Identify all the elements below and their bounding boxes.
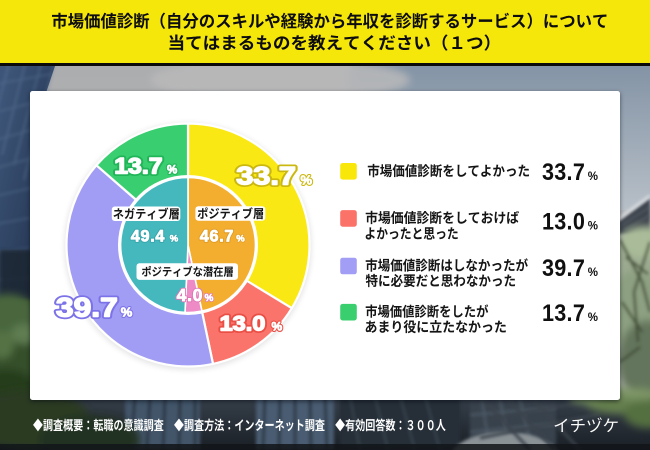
svg-text:%: %: [588, 312, 598, 324]
svg-text:%: %: [588, 171, 598, 183]
svg-text:13.7: 13.7: [542, 299, 585, 326]
svg-text:13.0: 13.0: [220, 312, 266, 336]
svg-text:%: %: [272, 320, 283, 334]
svg-text:13.0: 13.0: [542, 207, 585, 234]
svg-text:33.7: 33.7: [236, 162, 296, 190]
svg-text:46.7: 46.7: [200, 228, 234, 246]
svg-text:%: %: [170, 234, 179, 245]
svg-text:%: %: [121, 304, 133, 319]
svg-text:39.7: 39.7: [56, 294, 118, 323]
svg-text:49.4: 49.4: [131, 228, 165, 246]
svg-text:%: %: [205, 293, 215, 304]
svg-text:%: %: [121, 304, 133, 319]
svg-text:33.7: 33.7: [236, 162, 296, 190]
svg-text:33.7: 33.7: [542, 158, 585, 185]
svg-text:%: %: [205, 293, 215, 304]
svg-text:4.0: 4.0: [177, 285, 204, 305]
svg-text:%: %: [301, 172, 313, 187]
svg-text:%: %: [301, 172, 313, 187]
svg-text:%: %: [272, 320, 283, 334]
svg-text:%: %: [236, 234, 245, 245]
svg-text:%: %: [588, 267, 598, 279]
svg-text:39.7: 39.7: [542, 254, 585, 281]
svg-text:%: %: [588, 221, 598, 233]
svg-text:13.7: 13.7: [114, 154, 162, 178]
svg-text:%: %: [236, 234, 245, 245]
svg-text:13.0: 13.0: [220, 312, 266, 336]
svg-text:%: %: [170, 234, 179, 245]
svg-text:13.7: 13.7: [114, 154, 162, 178]
svg-text:39.7: 39.7: [56, 294, 118, 323]
svg-text:49.4: 49.4: [131, 228, 165, 246]
svg-text:%: %: [167, 164, 177, 176]
svg-text:46.7: 46.7: [200, 228, 234, 246]
svg-text:4.0: 4.0: [177, 285, 204, 305]
svg-text:%: %: [167, 164, 177, 176]
